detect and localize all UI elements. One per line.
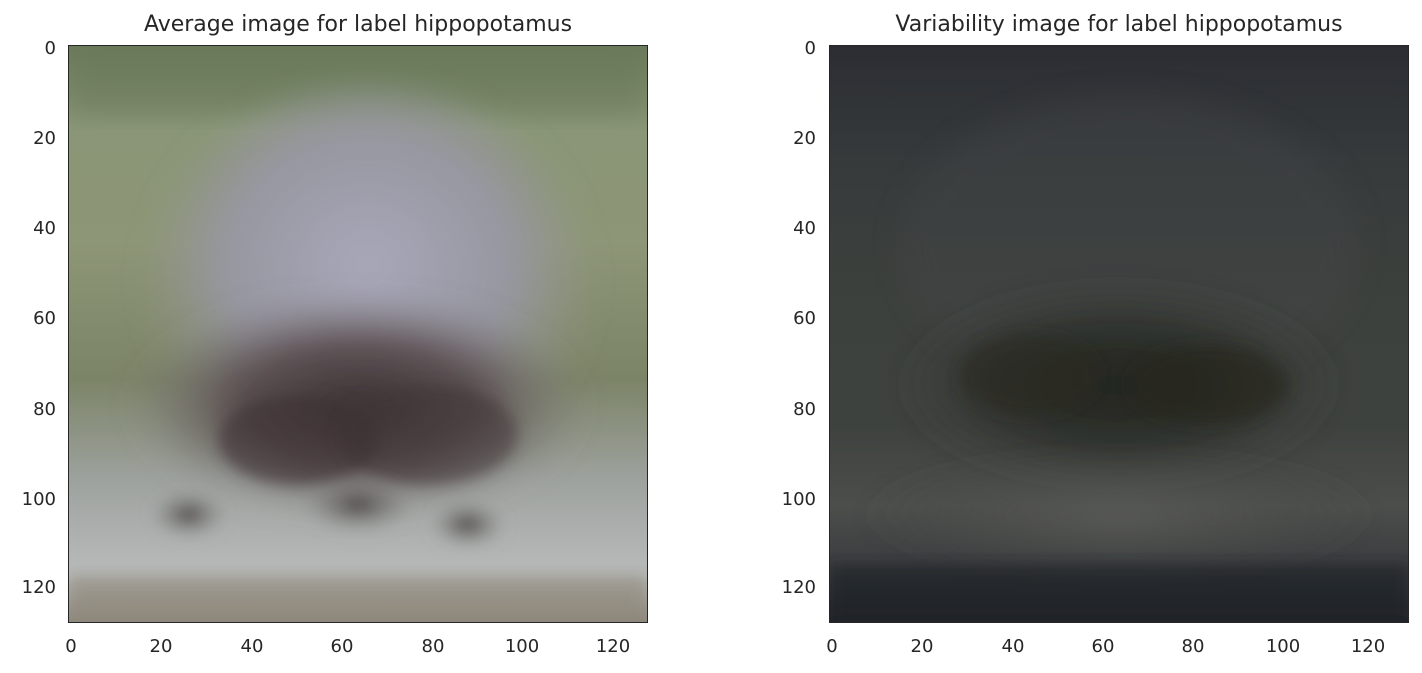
x-tick-label: 0 (826, 636, 838, 657)
y-tick-label: 80 (793, 399, 816, 420)
x-tick-label: 60 (1091, 636, 1115, 657)
x-tick-label: 100 (1265, 636, 1301, 657)
x-tick-label: 120 (595, 636, 631, 657)
x-tick-label: 20 (149, 636, 173, 657)
y-tick-label: 80 (33, 399, 56, 420)
y-tick-label: 60 (33, 308, 56, 329)
y-tick-label: 60 (793, 308, 816, 329)
average-image-title: Average image for label hippopotamus (143, 12, 573, 37)
y-tick-label: 20 (793, 128, 816, 149)
x-tick-label: 100 (504, 636, 540, 657)
x-tick-label: 80 (1181, 636, 1205, 657)
average-image-canvas (69, 46, 647, 622)
average-image-plot (68, 45, 648, 623)
y-tick-label: 100 (781, 489, 816, 510)
variability-image-title: Variability image for label hippopotamus (895, 12, 1343, 37)
x-tick-label: 40 (1001, 636, 1025, 657)
y-tick-label: 0 (804, 38, 816, 59)
y-tick-label: 20 (33, 128, 56, 149)
y-tick-label: 40 (33, 218, 56, 239)
variability-image-plot (829, 45, 1409, 623)
x-tick-label: 120 (1350, 636, 1386, 657)
x-tick-label: 40 (240, 636, 264, 657)
x-tick-label: 80 (421, 636, 445, 657)
x-tick-label: 20 (910, 636, 934, 657)
y-tick-label: 100 (21, 489, 56, 510)
variability-image-canvas (830, 46, 1408, 622)
x-tick-label: 0 (65, 636, 77, 657)
x-tick-label: 60 (330, 636, 354, 657)
y-tick-label: 40 (793, 218, 816, 239)
y-tick-label: 0 (44, 38, 56, 59)
y-tick-label: 120 (781, 577, 816, 598)
y-tick-label: 120 (21, 577, 56, 598)
